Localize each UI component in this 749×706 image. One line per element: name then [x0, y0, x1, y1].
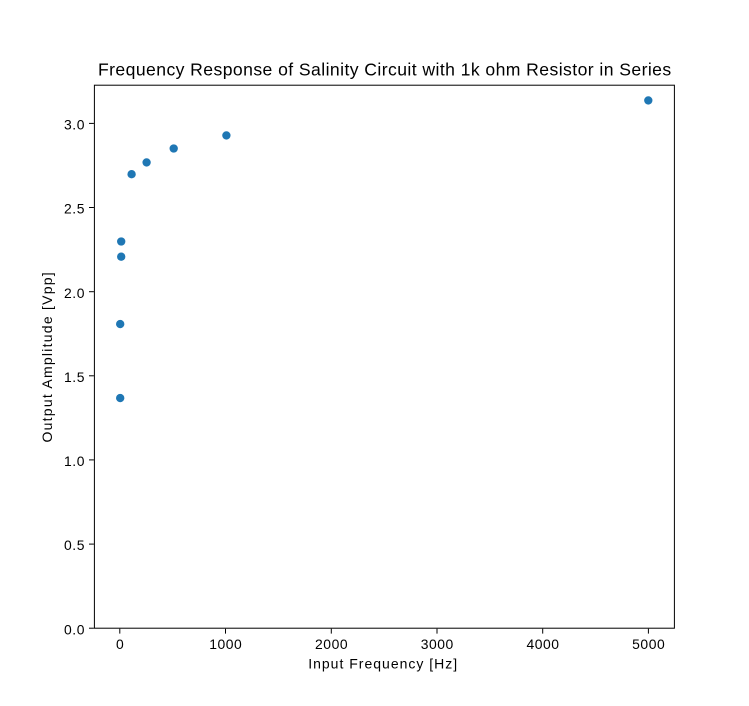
svg-text:1000: 1000 [209, 636, 242, 652]
svg-text:5000: 5000 [632, 636, 665, 652]
svg-text:0: 0 [116, 636, 124, 652]
svg-text:2000: 2000 [315, 636, 348, 652]
svg-text:1.5: 1.5 [64, 369, 85, 385]
svg-text:2.0: 2.0 [64, 285, 85, 301]
svg-text:3.0: 3.0 [64, 117, 85, 133]
svg-text:Frequency Response of Salinity: Frequency Response of Salinity Circuit w… [98, 60, 672, 80]
svg-text:3000: 3000 [421, 636, 454, 652]
svg-text:Output Amplitude [Vpp]: Output Amplitude [Vpp] [39, 271, 55, 442]
svg-text:0.0: 0.0 [64, 621, 85, 637]
svg-text:Input Frequency [Hz]: Input Frequency [Hz] [308, 655, 458, 671]
svg-text:2.5: 2.5 [64, 201, 85, 217]
svg-text:4000: 4000 [526, 636, 559, 652]
svg-text:1.0: 1.0 [64, 453, 85, 469]
svg-text:0.5: 0.5 [64, 537, 85, 553]
